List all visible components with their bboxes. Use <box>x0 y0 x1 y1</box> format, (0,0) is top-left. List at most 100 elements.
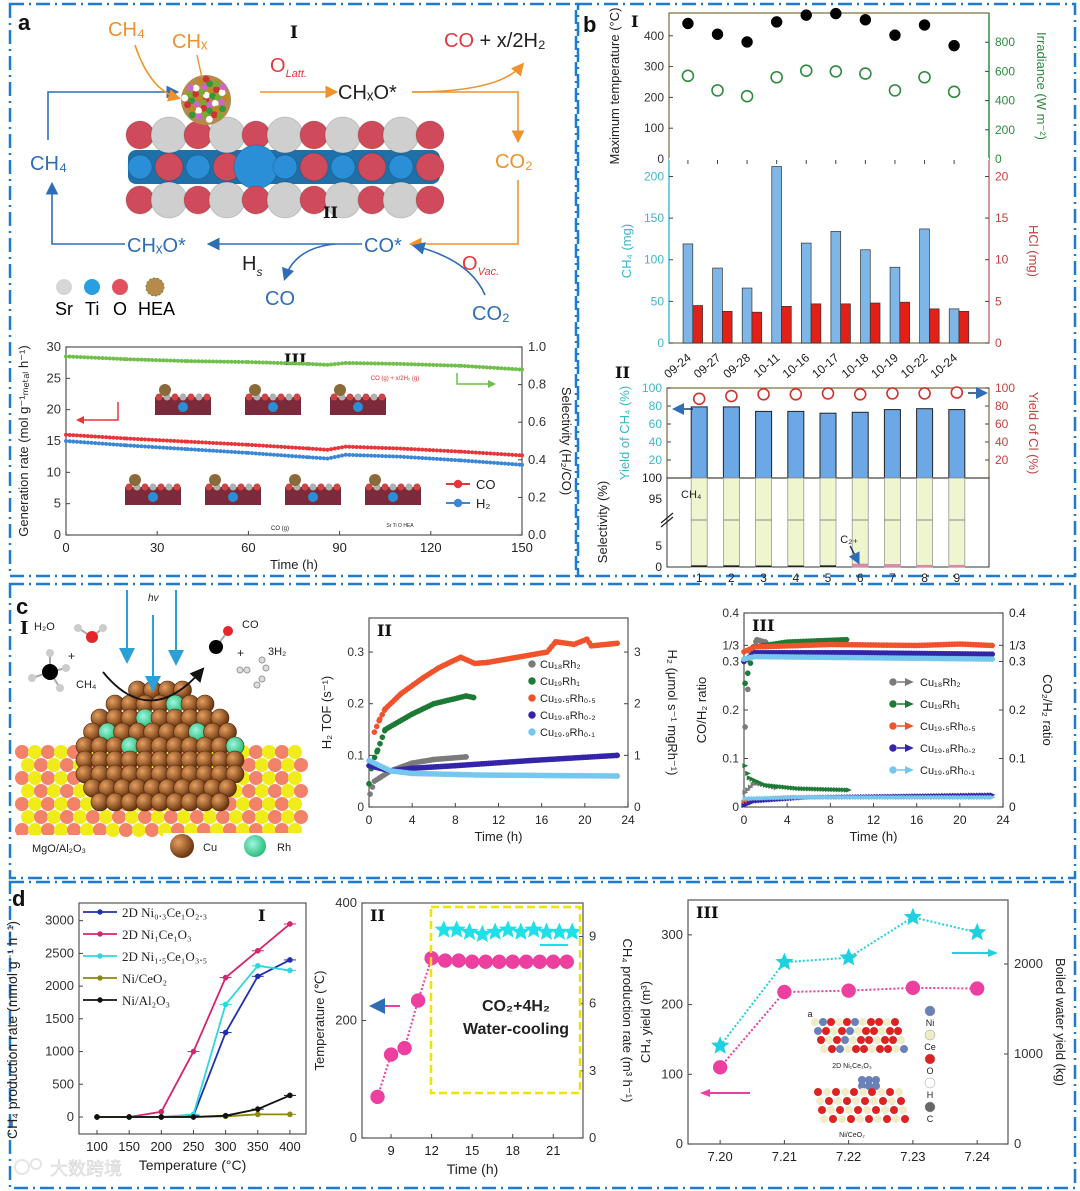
data-point <box>438 363 443 368</box>
support-atom <box>294 758 308 772</box>
y-tick-label: 500 <box>52 1076 74 1091</box>
support-atom <box>67 823 81 837</box>
legend-sr: Sr <box>55 299 73 319</box>
y-tick-label: 100 <box>644 253 664 267</box>
data-point <box>332 454 337 460</box>
x-category-label: 4 <box>792 571 799 585</box>
legend-marker <box>889 678 897 686</box>
data-point <box>470 450 475 455</box>
hea-atom <box>195 95 203 103</box>
data-point <box>365 453 370 458</box>
data-point <box>466 364 471 369</box>
data-point <box>275 444 280 449</box>
data-point <box>477 450 482 455</box>
data-point <box>347 452 352 457</box>
data-point <box>67 439 72 444</box>
data-point <box>477 459 482 464</box>
y-tick-label: 25 <box>47 370 61 385</box>
y2-tick-label: 6 <box>589 996 596 1011</box>
support-atom <box>281 810 295 824</box>
data-point <box>104 441 109 446</box>
data-point <box>376 361 381 366</box>
data-point <box>218 449 223 454</box>
o-atom <box>415 120 445 150</box>
atom <box>852 1097 860 1105</box>
label-co2-in: CO₂ <box>472 303 510 325</box>
bar-selectivity-c2 <box>916 564 933 567</box>
bar-ch4 <box>860 249 871 344</box>
data-point <box>257 360 262 365</box>
data-point <box>409 362 414 367</box>
support-atom <box>15 771 29 785</box>
bar-selectivity-c2 <box>787 565 804 567</box>
bar-ch4 <box>682 243 694 344</box>
y-tick-label: 0 <box>657 152 664 166</box>
data-point <box>246 442 251 447</box>
data-point <box>447 920 466 938</box>
x-tick-label: 400 <box>279 1139 301 1154</box>
yield-cl-point <box>950 386 964 399</box>
data-point <box>168 446 173 451</box>
atom <box>237 483 245 491</box>
atom <box>203 393 211 401</box>
data-point <box>157 358 162 363</box>
data-point <box>332 446 337 451</box>
data-point <box>325 456 330 461</box>
support-atom <box>93 823 107 837</box>
annotation-co2-4h2: CO₂+4H₂ <box>482 998 550 1015</box>
data-point <box>286 453 291 458</box>
data-point <box>354 444 359 450</box>
data-point <box>391 454 396 459</box>
data-point <box>225 441 230 446</box>
watermark-logo: 大数跨境 <box>14 1158 122 1180</box>
data-point <box>398 454 403 459</box>
bar-yield-ch4 <box>948 409 966 479</box>
atom <box>141 483 149 491</box>
data-point <box>462 363 467 369</box>
support-atom <box>73 810 87 824</box>
data-point <box>74 433 79 438</box>
data-point <box>409 447 414 452</box>
x-tick-label: 7.22 <box>836 1149 861 1164</box>
legend-marker <box>889 766 897 774</box>
hea-atom <box>369 474 381 486</box>
hea-atom <box>213 105 221 113</box>
data-point <box>142 357 148 362</box>
bar-ch4 <box>800 242 812 344</box>
inset-bottom-caption: Ni/CeO₂ <box>839 1132 865 1139</box>
data-point <box>115 442 120 447</box>
sr-atom-icon <box>56 279 72 295</box>
data-point <box>107 435 112 440</box>
data-point <box>442 448 447 453</box>
data-point <box>321 362 326 367</box>
data-point <box>434 456 439 461</box>
o-atom <box>125 185 155 215</box>
data-point <box>203 440 208 445</box>
data-point <box>118 436 123 441</box>
atom <box>362 393 370 401</box>
atom <box>845 1106 853 1114</box>
annotation-ch4: CH₄ <box>681 489 702 501</box>
data-point <box>318 362 323 367</box>
bar-hcl <box>751 311 763 344</box>
data-point <box>161 358 166 363</box>
x-tick-label: 300 <box>215 1139 237 1154</box>
data-point <box>175 358 180 363</box>
legend-label: Cu₁₈Rh₂ <box>540 659 581 671</box>
o-atom <box>415 152 445 182</box>
data-point <box>85 440 90 445</box>
y2-axis-label: H₂ (μmol s⁻¹ mgRh⁻¹) <box>665 650 680 776</box>
yield-cl-point <box>692 392 706 406</box>
data-point <box>711 28 724 41</box>
atom <box>843 1097 851 1105</box>
selectivity-tick-label: 95 <box>649 492 663 506</box>
data-point <box>71 439 76 444</box>
data-point <box>222 441 227 446</box>
annotation-c2: C₂₊ <box>840 534 858 546</box>
support-atom <box>54 771 68 785</box>
ti-atom-icon <box>84 279 100 295</box>
hea-atom <box>213 80 220 88</box>
hydrogen-molecules-icon <box>236 656 270 689</box>
support-atom <box>47 810 61 824</box>
legend-label: Cu₁₉.₉Rh₀.₁ <box>920 765 975 777</box>
